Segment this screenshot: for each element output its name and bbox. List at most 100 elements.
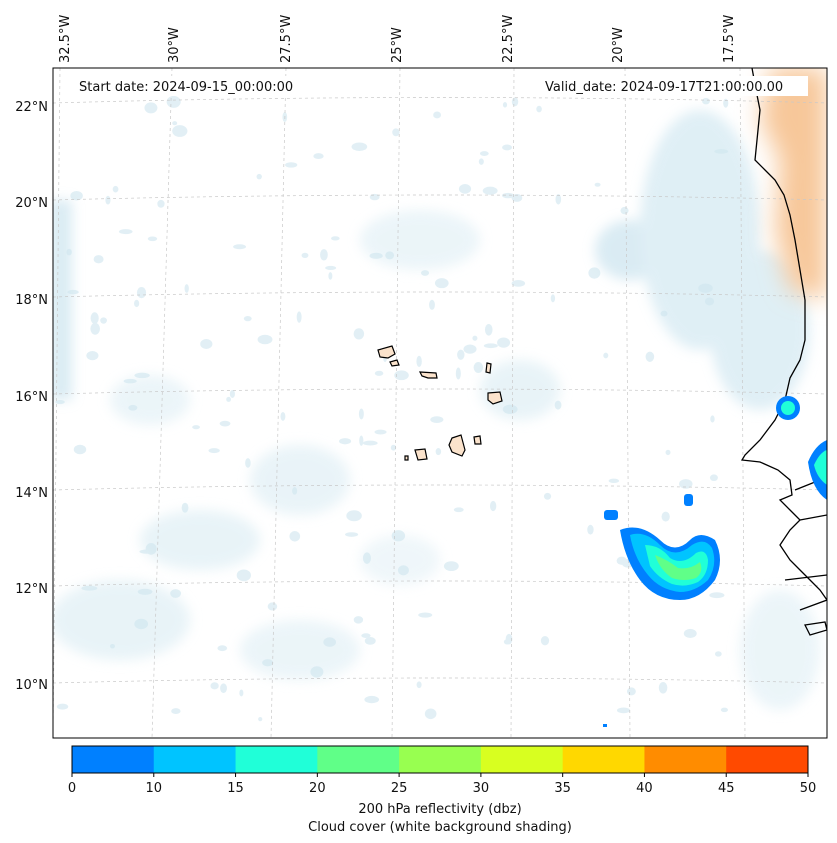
- cloud-patch: [511, 193, 523, 202]
- cloud-patch: [587, 524, 594, 535]
- cloud-patch: [256, 173, 262, 180]
- cloud-patch: [457, 349, 465, 360]
- cloud-patch: [245, 458, 251, 468]
- lon-tick: 20°W: [611, 27, 626, 63]
- coastline: [740, 68, 827, 636]
- cloud-patch: [458, 184, 472, 194]
- cloud-patch: [620, 206, 629, 215]
- cloud-patch: [483, 343, 498, 349]
- cloud-patch: [364, 636, 376, 645]
- cloud-patch: [661, 511, 670, 522]
- map-frame: [52, 67, 828, 739]
- cloud-patch: [90, 312, 99, 325]
- colorbar-tick-label: 0: [68, 781, 76, 796]
- colorbar-segment: [562, 746, 645, 773]
- cloud-patch: [502, 144, 513, 151]
- cloud-patch: [463, 344, 477, 354]
- cloud-patch: [134, 372, 150, 379]
- cloud-patch: [626, 687, 636, 696]
- cloud-patch: [429, 299, 435, 310]
- lat-tick: 10°N: [15, 678, 48, 693]
- cloud-patch: [220, 683, 227, 694]
- cloud-patch: [358, 408, 364, 420]
- cloud-patch: [550, 294, 556, 303]
- colorbar-tick-label: 45: [718, 781, 735, 796]
- cloud-patch: [236, 569, 251, 582]
- cloud-patch: [479, 151, 489, 156]
- cloud-patch: [280, 412, 286, 421]
- cloud-patch: [345, 532, 359, 537]
- cloud-patch: [720, 707, 728, 713]
- cloud-patch: [555, 194, 562, 205]
- colorbar-subtitle: Cloud cover (white background shading): [308, 820, 572, 835]
- cloud-patch: [86, 351, 99, 361]
- cloud-patch: [511, 280, 526, 287]
- cloud-patch: [210, 682, 219, 690]
- cloud-patch: [397, 565, 409, 576]
- cloud-patch: [536, 105, 542, 113]
- cloud-patch: [679, 479, 693, 489]
- colorbar-segment: [726, 746, 809, 773]
- cloud-patch: [171, 708, 181, 715]
- cloud-patch: [258, 717, 263, 722]
- cloud-patch: [418, 612, 433, 618]
- cloud-patch: [434, 278, 449, 289]
- cloud-patch: [134, 618, 149, 630]
- cloud-patch: [233, 244, 247, 250]
- colorbar-title: 200 hPa reflectivity (dbz): [358, 802, 521, 817]
- cloud-patch: [55, 400, 65, 405]
- cloud-patches: [55, 95, 729, 722]
- cloud-patch: [330, 236, 340, 241]
- cloud-patch: [503, 639, 511, 645]
- latitude-ticks: 22°N 20°N 18°N 16°N 14°N 12°N 10°N: [15, 100, 48, 693]
- cloud-patch: [374, 370, 384, 376]
- cloud-patch: [90, 322, 100, 335]
- colorbar-segment: [235, 746, 318, 773]
- cloud-patch: [704, 297, 715, 306]
- colorbar-frame: [71, 745, 809, 774]
- cloud-patch: [390, 444, 397, 451]
- cloud-patch: [433, 111, 442, 119]
- cloud-patch: [66, 248, 72, 256]
- cloud-patch: [239, 689, 244, 697]
- cloud-patch: [443, 561, 459, 572]
- cloud-patch: [208, 448, 220, 454]
- cloud-patch: [482, 186, 498, 195]
- cloud-patch: [489, 500, 497, 512]
- cloud-patch: [105, 195, 111, 205]
- cloud-patch: [391, 530, 406, 542]
- cloud-patch: [353, 328, 365, 340]
- cloud-patch: [723, 98, 729, 108]
- cloud-patch: [430, 416, 444, 424]
- lat-tick: 22°N: [15, 100, 48, 115]
- cloud-patch: [362, 440, 378, 446]
- cloud-patch: [157, 199, 165, 208]
- cloud-patch: [435, 448, 442, 456]
- cloud-patch: [320, 249, 328, 261]
- cloud-patch: [473, 362, 484, 373]
- cloud-patch: [56, 703, 69, 710]
- cloud-patch: [714, 651, 722, 657]
- cloud-patch: [123, 378, 137, 384]
- cloud-patch: [416, 355, 422, 367]
- cloud-patch: [420, 270, 430, 276]
- colorbar-segment: [399, 746, 482, 773]
- cloud-patch: [166, 95, 181, 108]
- cloud-patch: [394, 370, 409, 381]
- lat-tick: 20°N: [15, 196, 48, 211]
- colorbar-segment: [644, 746, 727, 773]
- lon-tick: 17.5°W: [722, 15, 737, 63]
- cloud-patch: [364, 695, 380, 704]
- cloud-patch: [346, 510, 362, 522]
- cloud-patch: [351, 142, 368, 151]
- start-date-label: Start date: 2024-09-15_00:00:00: [79, 80, 293, 95]
- cloud-patch: [81, 585, 98, 591]
- cape-verde-islands: [377, 345, 503, 461]
- cloud-patch: [328, 272, 333, 280]
- cloud-patch: [219, 420, 231, 427]
- cloud-patch: [243, 316, 252, 322]
- cloud-patch: [588, 267, 601, 279]
- map-gridlines: [53, 68, 827, 738]
- cloud-patch: [93, 255, 104, 264]
- lat-tick: 16°N: [15, 390, 48, 405]
